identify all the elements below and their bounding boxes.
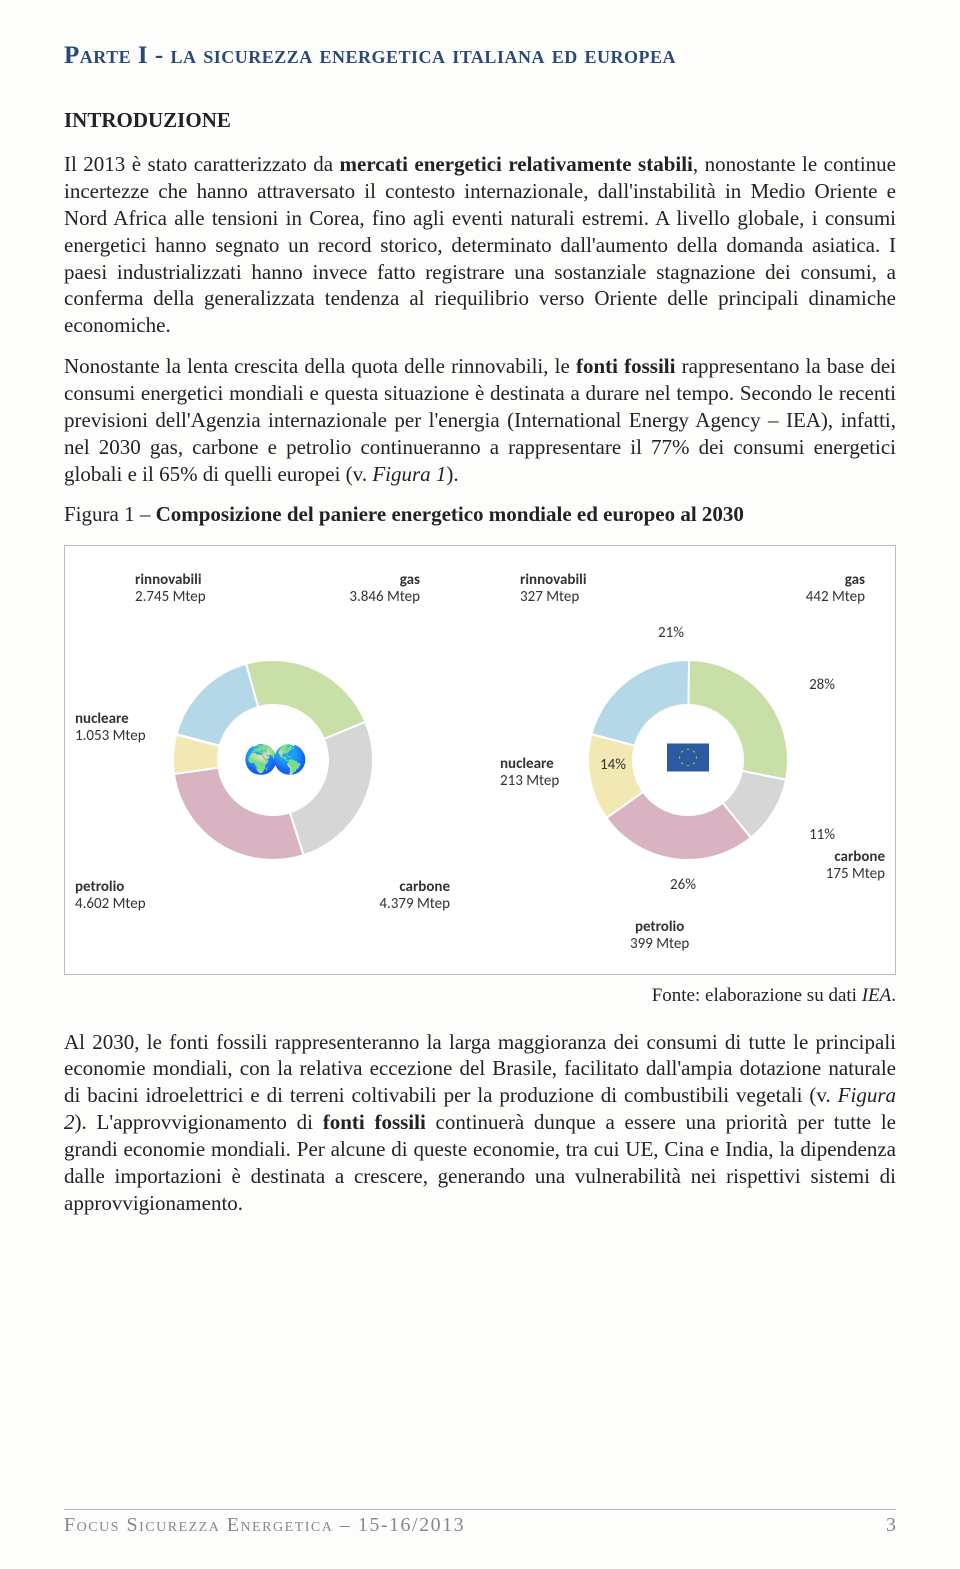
text-bold: fonti fossili bbox=[576, 354, 676, 378]
pct-petrolio: 26% bbox=[670, 876, 696, 894]
text: ). L'approvvigionamento di bbox=[75, 1110, 323, 1134]
footer-issue: 15-16/2013 bbox=[358, 1514, 465, 1536]
part-title: Parte I - la sicurezza energetica italia… bbox=[64, 42, 896, 70]
pct-nucleare: 14% bbox=[600, 756, 626, 774]
label-eu-gas: gas 442 Mtep bbox=[806, 572, 865, 607]
text: Nonostante la lenta crescita della quota… bbox=[64, 354, 576, 378]
pct-carbone: 11% bbox=[809, 826, 835, 844]
world-map-icon: 🌍🌎 bbox=[244, 743, 302, 777]
document-page: Parte I - la sicurezza energetica italia… bbox=[0, 0, 960, 1569]
text-bold: fonti fossili bbox=[323, 1110, 426, 1134]
text: Il 2013 è stato caratterizzato da bbox=[64, 152, 340, 176]
fig-title: Composizione del paniere energetico mond… bbox=[156, 502, 744, 526]
label-rinnovabili: rinnovabili 2.745 Mtep bbox=[135, 572, 206, 607]
paragraph-2: Nonostante la lenta crescita della quota… bbox=[64, 353, 896, 487]
text: Fonte: elaborazione su dati bbox=[652, 985, 862, 1006]
text-italic: IEA bbox=[862, 985, 892, 1006]
page-footer: Focus Sicurezza Energetica – 15-16/2013 … bbox=[64, 1509, 896, 1537]
label-carbone: carbone 4.379 Mtep bbox=[379, 879, 450, 914]
label-gas: gas 3.846 Mtep bbox=[349, 572, 420, 607]
label-eu-rinnovabili: rinnovabili 327 Mtep bbox=[520, 572, 587, 607]
text: . bbox=[891, 985, 896, 1006]
figure-1-caption: Figura 1 – Composizione del paniere ener… bbox=[64, 502, 896, 527]
figure-source: Fonte: elaborazione su dati IEA. bbox=[64, 985, 896, 1007]
figure-1-chart: 🌍🌎 rinnovabili 2.745 Mtep gas 3.846 Mtep… bbox=[64, 545, 896, 975]
text: , nonostante le continue incertezze che … bbox=[64, 152, 896, 337]
intro-heading: INTRODUZIONE bbox=[64, 108, 896, 133]
text: ). bbox=[446, 462, 458, 486]
footer-sep: – bbox=[333, 1514, 358, 1536]
fig-label: Figura 1 – bbox=[64, 502, 156, 526]
label-eu-petrolio: petrolio 399 Mtep bbox=[630, 919, 689, 954]
pct-rinnovabili: 21% bbox=[658, 624, 684, 642]
text: Al 2030, le fonti fossili rappresenteran… bbox=[64, 1030, 896, 1108]
text-bold: mercati energetici relativamente stabili bbox=[340, 152, 693, 176]
chart-world: 🌍🌎 rinnovabili 2.745 Mtep gas 3.846 Mtep… bbox=[65, 546, 480, 974]
paragraph-1: Il 2013 è stato caratterizzato da mercat… bbox=[64, 151, 896, 339]
chart-eu: rinnovabili 327 Mtep gas 442 Mtep nuclea… bbox=[480, 546, 895, 974]
label-eu-nucleare: nucleare 213 Mtep bbox=[500, 756, 559, 791]
label-nucleare: nucleare 1.053 Mtep bbox=[75, 711, 146, 746]
paragraph-3: Al 2030, le fonti fossili rappresenteran… bbox=[64, 1029, 896, 1217]
pct-gas: 28% bbox=[809, 676, 835, 694]
footer-title: Focus Sicurezza Energetica bbox=[64, 1514, 333, 1536]
eu-flag-icon bbox=[667, 743, 709, 776]
label-petrolio: petrolio 4.602 Mtep bbox=[75, 879, 146, 914]
page-number: 3 bbox=[886, 1514, 896, 1537]
label-eu-carbone: carbone 175 Mtep bbox=[826, 849, 885, 884]
text-italic: Figura 1 bbox=[372, 462, 446, 486]
